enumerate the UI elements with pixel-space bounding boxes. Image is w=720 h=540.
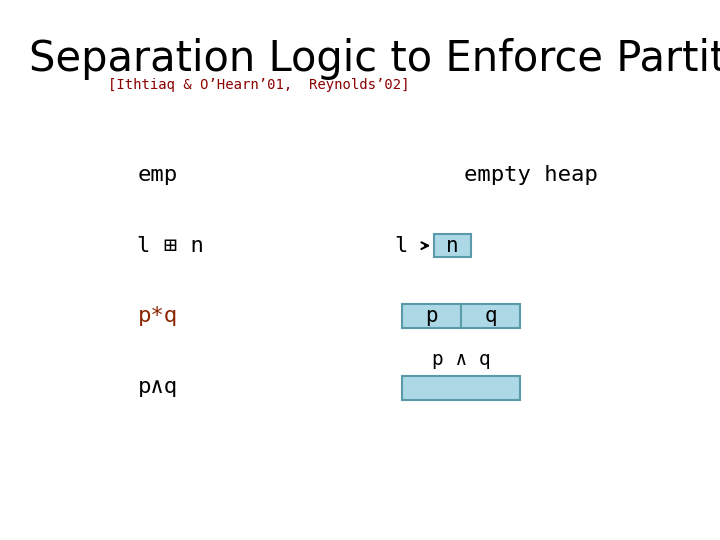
Text: p∧q: p∧q xyxy=(138,377,178,397)
Text: p ∧ q: p ∧ q xyxy=(432,350,490,369)
Text: n: n xyxy=(446,235,459,255)
Bar xyxy=(434,234,471,258)
Text: l ⊞ n: l ⊞ n xyxy=(138,235,204,255)
Text: l: l xyxy=(394,235,408,255)
Text: [Ithtiaq & O’Hearn’01,  Reynolds’02]: [Ithtiaq & O’Hearn’01, Reynolds’02] xyxy=(108,78,410,92)
Bar xyxy=(402,305,520,328)
Text: empty heap: empty heap xyxy=(464,165,598,185)
Text: emp: emp xyxy=(138,165,178,185)
Text: q: q xyxy=(485,306,497,326)
Text: p*q: p*q xyxy=(138,306,178,326)
Bar xyxy=(402,376,520,400)
Text: Separation Logic to Enforce Partition: Separation Logic to Enforce Partition xyxy=(29,38,720,80)
Text: p: p xyxy=(426,306,438,326)
